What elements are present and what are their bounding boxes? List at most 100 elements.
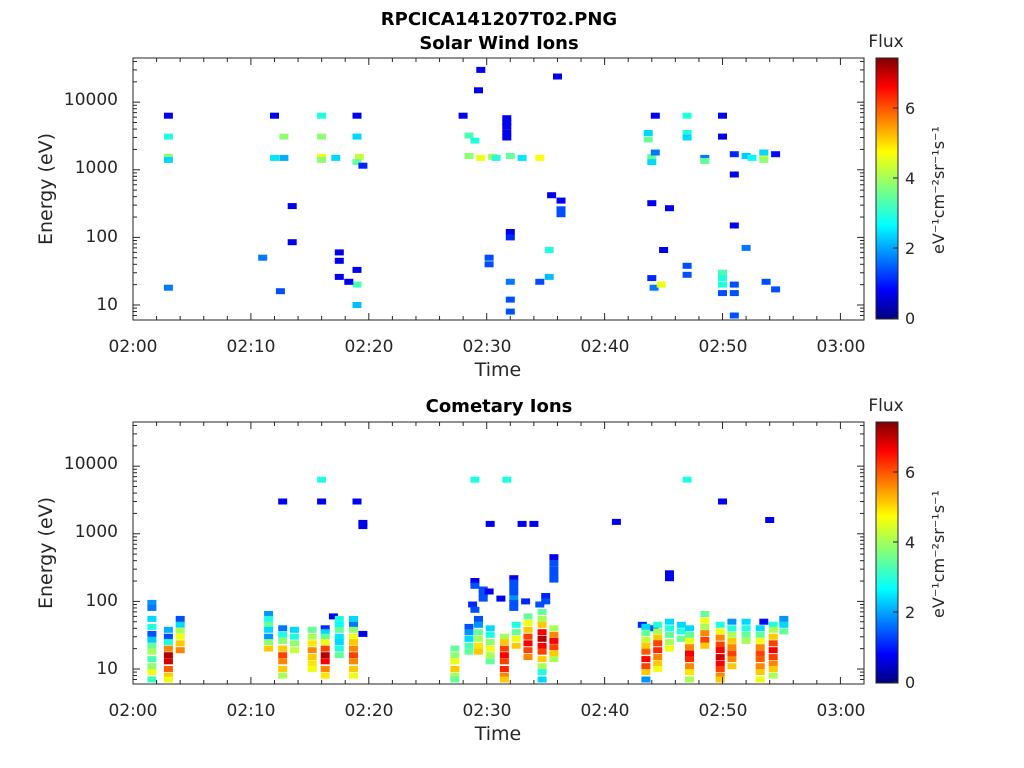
heatmap-cell xyxy=(715,654,725,661)
heatmap-cell xyxy=(549,637,559,644)
heatmap-cell xyxy=(641,676,651,683)
heatmap-cell xyxy=(685,625,694,632)
heatmap-cell xyxy=(349,645,358,652)
heatmap-cell xyxy=(474,635,483,642)
heatmap-cell xyxy=(175,615,185,622)
heatmap-cell xyxy=(344,278,354,285)
heatmap-cell xyxy=(537,656,547,663)
heatmap-cell xyxy=(509,575,519,582)
colorbar-tick-label: 0 xyxy=(905,309,915,328)
heatmap-cell xyxy=(653,640,663,647)
heatmap-cell xyxy=(278,631,288,638)
heatmap-cell xyxy=(320,672,330,679)
heatmap-cell xyxy=(665,570,674,577)
heatmap-cell xyxy=(464,132,474,139)
heatmap-cell xyxy=(175,640,185,647)
heatmap-cell xyxy=(755,676,765,683)
heatmap-cell xyxy=(741,637,751,644)
heatmap-cell xyxy=(659,247,669,253)
heatmap-cell xyxy=(682,262,692,269)
heatmap-cell xyxy=(474,642,483,649)
heatmap-cell xyxy=(715,672,725,679)
heatmap-cell xyxy=(163,133,173,140)
heatmap-cell xyxy=(450,645,460,652)
x-tick-label: 02:00 xyxy=(109,337,158,357)
x-tick-label: 03:00 xyxy=(817,701,866,721)
heatmap-cell xyxy=(685,663,694,670)
heatmap-cell xyxy=(264,645,274,652)
x-tick-label: 02:10 xyxy=(227,337,276,357)
heatmap-cell xyxy=(320,645,330,652)
heatmap-cell xyxy=(523,654,533,661)
heatmap-cell xyxy=(290,626,299,633)
heatmap-cell xyxy=(328,613,338,620)
heatmap-cell xyxy=(358,523,368,530)
heatmap-cell xyxy=(485,652,495,659)
heatmap-cell xyxy=(147,676,157,683)
heatmap-cell xyxy=(464,153,474,159)
heatmap-cell xyxy=(741,618,751,625)
heatmap-cell xyxy=(523,619,533,626)
heatmap-cell xyxy=(649,284,659,291)
heatmap-cell xyxy=(278,666,288,672)
heatmap-cell xyxy=(147,642,157,649)
y-tick-label: 1000 xyxy=(75,522,118,542)
heatmap-cell xyxy=(718,269,727,276)
x-tick-label: 02:40 xyxy=(581,337,630,357)
heatmap-cell xyxy=(334,633,344,640)
heatmap-cell xyxy=(768,654,778,661)
heatmap-cell xyxy=(682,130,692,136)
heatmap-cell xyxy=(278,672,288,679)
heatmap-cell xyxy=(175,627,185,634)
heatmap-cell xyxy=(715,647,725,654)
heatmap-cell xyxy=(264,633,274,640)
heatmap-cell xyxy=(768,621,778,628)
heatmap-cell xyxy=(523,613,533,620)
heatmap-cell xyxy=(349,633,358,640)
heatmap-cell xyxy=(549,631,559,638)
heatmap-cell xyxy=(549,571,559,578)
heatmap-cell xyxy=(147,599,157,606)
heatmap-cell xyxy=(729,290,739,297)
heatmap-cell xyxy=(741,625,751,632)
heatmap-cell xyxy=(352,498,362,505)
heatmap-cell xyxy=(278,498,288,505)
heatmap-cell xyxy=(517,154,527,161)
heatmap-cell xyxy=(352,112,362,119)
heatmap-cell xyxy=(278,625,288,632)
heatmap-cell xyxy=(349,652,358,659)
heatmap-cell xyxy=(779,628,789,635)
heatmap-cell xyxy=(279,133,289,140)
heatmap-cell xyxy=(665,639,674,646)
heatmap-cell xyxy=(499,658,509,665)
heatmap-cell xyxy=(470,476,480,483)
heatmap-cell xyxy=(653,621,663,628)
heatmap-cell xyxy=(349,672,358,679)
heatmap-cell xyxy=(511,621,521,628)
heatmap-cell xyxy=(650,149,660,156)
heatmap-cell xyxy=(641,630,651,637)
heatmap-cell xyxy=(478,595,488,602)
heatmap-cell xyxy=(509,595,519,602)
axis-ticks xyxy=(132,58,865,321)
heatmap-cell xyxy=(611,518,621,525)
colorbar-gradient xyxy=(875,421,899,684)
heatmap-cell xyxy=(474,615,483,622)
heatmap-cell xyxy=(484,261,494,268)
heatmap-cell xyxy=(264,621,274,628)
heatmap-cell xyxy=(541,593,551,599)
heatmap-cell xyxy=(647,275,657,282)
heatmap-cell xyxy=(727,618,737,625)
heatmap-cell xyxy=(290,633,299,640)
heatmap-cell xyxy=(641,669,651,676)
x-tick-label: 02:40 xyxy=(581,701,630,721)
heatmap-cell xyxy=(464,635,474,642)
heatmap-cells xyxy=(147,476,789,683)
heatmap-cell xyxy=(768,666,778,672)
y-tick-label: 10000 xyxy=(64,90,118,110)
heatmap-cell xyxy=(685,656,694,663)
heatmap-cell xyxy=(163,626,173,633)
heatmap-cell xyxy=(771,151,781,158)
heatmap-cell xyxy=(715,660,725,667)
heatmap-cell xyxy=(509,599,519,606)
